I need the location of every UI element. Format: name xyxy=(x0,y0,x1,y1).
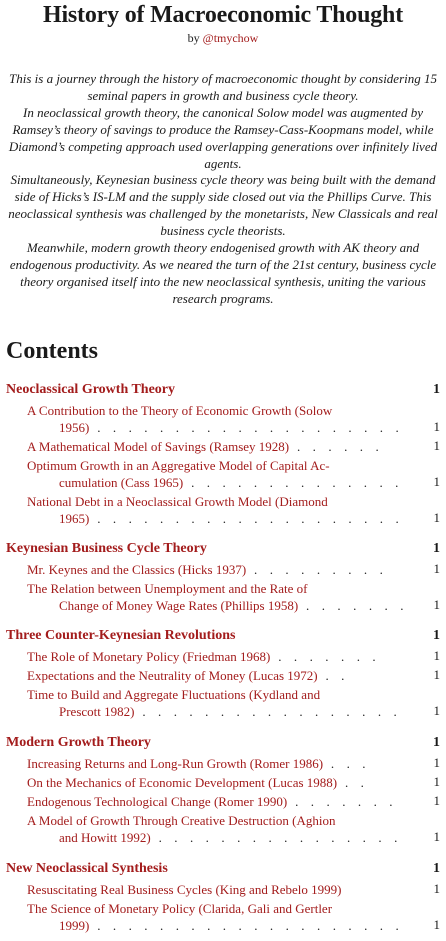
toc-entry-page: 1 xyxy=(433,648,441,663)
dot-leader: . . . . . . . . . . . . . . . . . . . . … xyxy=(97,420,407,435)
contents-heading: Contents xyxy=(6,338,99,364)
toc-entry-page: 1 xyxy=(433,474,441,489)
toc-entry-line: The Relation between Unemployment and th… xyxy=(27,581,308,596)
toc-entry-page: 1 xyxy=(433,561,441,576)
toc-section-title: Three Counter-Keynesian Revolutions xyxy=(6,628,236,643)
toc-entry-line: Mr. Keynes and the Classics (Hicks 1937) xyxy=(27,562,247,577)
toc-entry-link[interactable]: The Role of Monetary Policy (Friedman 19… xyxy=(27,648,407,665)
toc-entry-page: 1 xyxy=(433,667,441,682)
toc-entry-link[interactable]: Mr. Keynes and the Classics (Hicks 1937)… xyxy=(27,561,407,578)
dot-leader: . . xyxy=(337,775,369,790)
toc-section-link[interactable]: Modern Growth Theory 1 xyxy=(6,735,440,751)
toc-entry-link[interactable]: Optimum Growth in an Aggregative Model o… xyxy=(27,457,407,491)
dot-leader: . . . . . . . xyxy=(270,649,381,664)
toc-entry-line: 1956) xyxy=(59,420,90,435)
toc-entry-line: Optimum Growth in an Aggregative Model o… xyxy=(27,458,330,473)
toc-entry-page: 1 xyxy=(433,793,441,808)
toc-entry-line: 1999) xyxy=(59,918,90,933)
toc-entry-line: A Mathematical Model of Savings (Ramsey … xyxy=(27,439,290,454)
toc-entry-link[interactable]: The Science of Monetary Policy (Clarida,… xyxy=(27,900,407,934)
toc-section-link[interactable]: Neoclassical Growth Theory 1 xyxy=(6,382,440,398)
toc-entry-page: 1 xyxy=(433,510,441,525)
toc-entry-line: 1965) xyxy=(59,511,90,526)
byline-prefix: by xyxy=(187,31,203,45)
toc-section-page: 1 xyxy=(433,382,440,397)
toc-section-page: 1 xyxy=(433,541,440,556)
toc-entry-page: 1 xyxy=(433,703,441,718)
toc-entry-line: Change of Money Wage Rates (Phillips 195… xyxy=(59,598,299,613)
dot-leader: . . . . . . . . . . . . . . . . . . . xyxy=(191,475,407,490)
abstract-paragraph: In neoclassical growth theory, the canon… xyxy=(8,104,438,171)
toc-entry-link[interactable]: The Relation between Unemployment and th… xyxy=(27,580,407,614)
toc-entry-page: 1 xyxy=(433,881,441,896)
abstract-paragraph: Meanwhile, modern growth theory endogeni… xyxy=(9,240,437,306)
dot-leader: . . . xyxy=(323,756,371,771)
toc-entry-link[interactable]: Increasing Returns and Long-Run Growth (… xyxy=(27,755,407,772)
toc-section-title: Neoclassical Growth Theory xyxy=(6,382,176,397)
toc-entry-line: The Role of Monetary Policy (Friedman 19… xyxy=(27,649,271,664)
toc-entry-line: Increasing Returns and Long-Run Growth (… xyxy=(27,756,324,771)
toc-section-title: New Neoclassical Synthesis xyxy=(6,861,168,876)
abstract-paragraph: This is a journey through the history of… xyxy=(9,71,437,103)
toc-entry-link[interactable]: National Debt in a Neoclassical Growth M… xyxy=(27,493,407,527)
dot-leader: . . xyxy=(317,668,350,683)
toc-entry-line: Prescott 1982) xyxy=(59,704,135,719)
toc-section-page: 1 xyxy=(433,861,440,876)
abstract: This is a journey through the history of… xyxy=(4,71,442,308)
toc-entry-line: Endogenous Technological Change (Romer 1… xyxy=(27,794,288,809)
toc-entry-line: and Howitt 1992) xyxy=(59,830,151,845)
toc-entry-link[interactable]: Expectations and the Neutrality of Money… xyxy=(27,667,407,684)
dot-leader: . . . . . . . . . . . . . . . . . . . . … xyxy=(142,704,407,719)
dot-leader: . . . . . . . . . xyxy=(306,598,407,613)
toc-entry-line: National Debt in a Neoclassical Growth M… xyxy=(27,494,328,509)
dot-leader: . . . . . . . . . . . . . . . . . . . . … xyxy=(97,511,407,526)
toc-entry-line: A Model of Growth Through Creative Destr… xyxy=(27,813,336,828)
document-title: History of Macroeconomic Thought xyxy=(42,2,403,28)
toc-entry-line: A Contribution to the Theory of Economic… xyxy=(27,403,333,418)
toc-entry-link[interactable]: Resuscitating Real Business Cycles (King… xyxy=(27,881,407,898)
toc-entry-line: Time to Build and Aggregate Fluctuations… xyxy=(27,687,321,702)
dot-leader: . . . . . . . . . . . . . . . . . . . . … xyxy=(97,918,407,933)
toc-entry-line: Expectations and the Neutrality of Money… xyxy=(27,668,318,683)
toc-entry-link[interactable]: On the Mechanics of Economic Development… xyxy=(27,774,407,791)
dot-leader: . . . . . . xyxy=(289,439,384,454)
toc-entry-page: 1 xyxy=(433,917,441,932)
dot-leader: . . . . . . . . . . . . . . . . . . . . … xyxy=(158,830,407,845)
toc-entry-link[interactable]: A Contribution to the Theory of Economic… xyxy=(27,402,407,436)
toc-entry-line: On the Mechanics of Economic Development… xyxy=(27,775,338,790)
toc-section-link[interactable]: Three Counter-Keynesian Revolutions 1 xyxy=(6,628,440,644)
toc-entry-line: Resuscitating Real Business Cycles (King… xyxy=(27,882,342,897)
toc-section-title: Modern Growth Theory xyxy=(6,735,151,750)
toc-entry-page: 1 xyxy=(433,438,441,453)
toc-entry-page: 1 xyxy=(433,755,441,770)
dot-leader: . . . . . . . xyxy=(287,794,398,809)
toc-section-link[interactable]: New Neoclassical Synthesis 1 xyxy=(6,861,440,877)
toc-entry-page: 1 xyxy=(433,419,441,434)
toc-section-page: 1 xyxy=(433,735,440,750)
byline: by @tmychow xyxy=(0,31,446,46)
toc-entry-line: The Science of Monetary Policy (Clarida,… xyxy=(27,901,333,916)
toc-entry-page: 1 xyxy=(433,774,441,789)
toc-section-page: 1 xyxy=(433,628,440,643)
toc-section-link[interactable]: Keynesian Business Cycle Theory 1 xyxy=(6,541,440,557)
toc-entry-link[interactable]: A Mathematical Model of Savings (Ramsey … xyxy=(27,438,407,455)
toc-entry-link[interactable]: Time to Build and Aggregate Fluctuations… xyxy=(27,686,407,720)
toc-entry-link[interactable]: A Model of Growth Through Creative Destr… xyxy=(27,812,407,846)
dot-leader: . . . . . . . . . xyxy=(246,562,388,577)
toc-entry-link[interactable]: Endogenous Technological Change (Romer 1… xyxy=(27,793,407,810)
abstract-paragraph: Simultaneously, Keynesian business cycle… xyxy=(8,172,438,239)
toc-section-title: Keynesian Business Cycle Theory xyxy=(6,541,207,556)
toc-entry-page: 1 xyxy=(433,829,441,844)
author-handle-link[interactable]: @tmychow xyxy=(202,31,259,45)
toc-entry-line: cumulation (Cass 1965) xyxy=(59,475,184,490)
toc-entry-page: 1 xyxy=(433,597,441,612)
